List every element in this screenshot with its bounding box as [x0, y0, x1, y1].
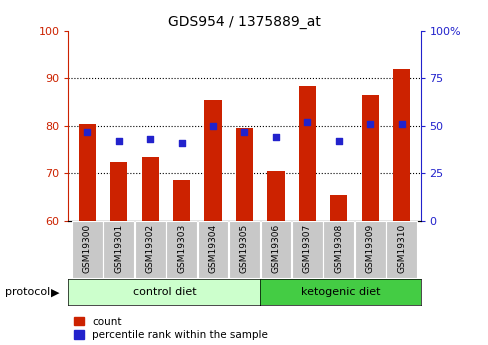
Text: GSM19302: GSM19302	[145, 224, 154, 273]
Text: GSM19300: GSM19300	[82, 224, 92, 273]
Bar	[386, 221, 416, 278]
Point	[271, 135, 279, 140]
Text: GSM19305: GSM19305	[240, 224, 248, 273]
Text: GSM19301: GSM19301	[114, 224, 123, 273]
Bar	[197, 221, 228, 278]
Bar	[173, 180, 190, 221]
Bar	[204, 100, 221, 221]
Bar	[354, 221, 385, 278]
Point	[240, 129, 248, 135]
Bar	[392, 69, 409, 221]
Text: protocol: protocol	[5, 287, 50, 297]
Point	[303, 119, 311, 125]
Bar	[323, 221, 353, 278]
Text: GSM19304: GSM19304	[208, 224, 217, 273]
Bar	[141, 157, 159, 221]
Bar	[166, 221, 197, 278]
Point	[177, 140, 185, 146]
Bar	[79, 124, 96, 221]
Text: ketogenic diet: ketogenic diet	[300, 287, 379, 297]
Point	[397, 121, 405, 127]
Bar	[260, 221, 291, 278]
Text: GSM19309: GSM19309	[365, 224, 374, 273]
Bar	[228, 221, 260, 278]
Bar	[267, 171, 284, 221]
Title: GDS954 / 1375889_at: GDS954 / 1375889_at	[168, 14, 320, 29]
Text: control diet: control diet	[132, 287, 196, 297]
Point	[366, 121, 373, 127]
Bar	[235, 128, 253, 221]
Text: GSM19310: GSM19310	[396, 224, 406, 273]
Point	[115, 138, 122, 144]
Point	[209, 123, 217, 129]
Bar	[110, 161, 127, 221]
Bar	[329, 195, 347, 221]
Bar	[298, 86, 315, 221]
Bar	[361, 95, 378, 221]
Text: GSM19308: GSM19308	[334, 224, 343, 273]
Text: ▶: ▶	[51, 287, 60, 297]
Legend: count, percentile rank within the sample: count, percentile rank within the sample	[74, 317, 268, 340]
Point	[146, 136, 154, 142]
Bar	[103, 221, 134, 278]
Bar	[72, 221, 102, 278]
Bar	[291, 221, 322, 278]
Point	[334, 138, 342, 144]
Text: GSM19306: GSM19306	[271, 224, 280, 273]
Point	[83, 129, 91, 135]
Text: GSM19307: GSM19307	[302, 224, 311, 273]
Bar	[135, 221, 165, 278]
Text: GSM19303: GSM19303	[177, 224, 186, 273]
